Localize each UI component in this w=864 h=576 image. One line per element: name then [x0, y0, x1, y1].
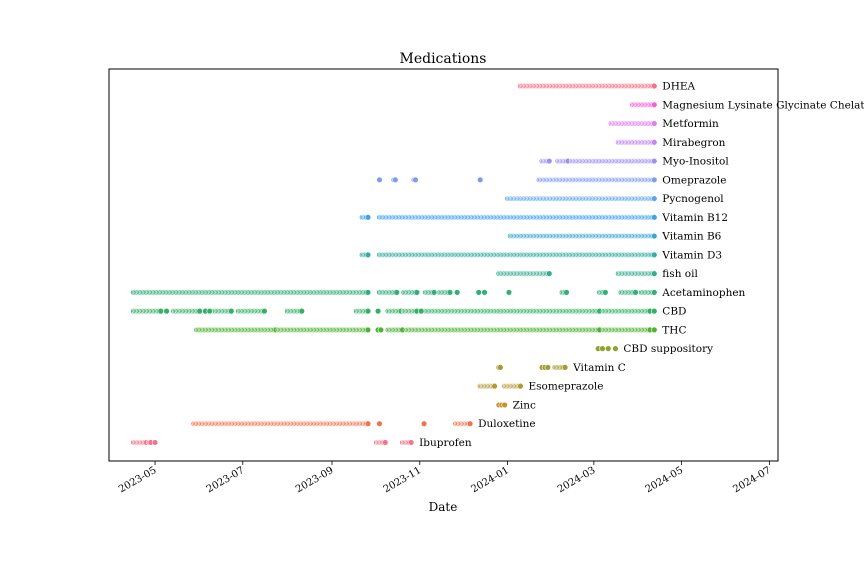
plot-area — [108, 68, 779, 462]
data-point-duloxetine — [376, 420, 383, 427]
data-point-thc — [364, 326, 372, 334]
series-label-acetaminophen: Acetaminophen — [661, 287, 745, 299]
series-label-myo-inositol: Myo-Inositol — [662, 156, 729, 168]
data-point-cbd — [163, 307, 170, 315]
data-point-ibuprofen — [382, 439, 389, 446]
data-point-vitamin-c — [561, 364, 569, 371]
series-label-dhea: DHEA — [662, 81, 695, 93]
data-point-omeprazole — [412, 176, 419, 184]
data-point-vitamin-b6 — [651, 232, 658, 240]
data-point-dhea — [651, 82, 658, 90]
chart-title: Medications — [400, 51, 487, 67]
data-point-omeprazole — [651, 176, 658, 184]
series-label-vitamin-b6: Vitamin B6 — [661, 231, 721, 243]
data-point-vitamin-b12 — [364, 214, 372, 221]
series-label-zinc: Zinc — [513, 399, 536, 411]
series-label-cbd: CBD — [662, 306, 686, 318]
data-point-mirabegron — [651, 139, 658, 146]
data-point-cbd — [418, 307, 425, 315]
data-point-duloxetine — [420, 420, 428, 427]
series-label-magnesium-lysinate-glycinate-chelat: Magnesium Lysinate Glycinate Chelat — [662, 99, 864, 111]
data-point-vitamin-c — [544, 364, 552, 371]
data-point-vitamin-b12 — [651, 214, 658, 221]
data-point-acetaminophen — [602, 289, 609, 296]
series-label-duloxetine: Duloxetine — [478, 418, 536, 430]
data-point-zinc — [501, 401, 508, 409]
data-point-acetaminophen — [364, 289, 372, 296]
data-point-acetaminophen — [453, 289, 461, 296]
data-point-cbd — [374, 307, 382, 315]
data-point-cbd — [364, 307, 372, 315]
data-point-acetaminophen — [475, 289, 482, 296]
data-point-ibuprofen — [151, 439, 159, 446]
data-point-pycnogenol — [651, 195, 658, 202]
data-point-omeprazole — [476, 176, 484, 184]
series-label-vitamin-d3: Vitamin D3 — [661, 249, 722, 261]
x-axis-label: Date — [429, 500, 458, 514]
data-point-cbd — [206, 307, 213, 315]
data-point-duloxetine — [364, 420, 372, 427]
data-point-acetaminophen — [481, 289, 488, 296]
data-point-omeprazole — [392, 176, 399, 184]
data-point-vitamin-d3 — [651, 251, 658, 259]
data-point-ibuprofen — [407, 439, 415, 446]
series-label-fish-oil: fish oil — [662, 268, 698, 280]
data-point-fish-oil — [651, 270, 658, 277]
data-point-metformin — [651, 120, 658, 127]
data-point-cbd-suppository — [612, 345, 619, 352]
data-point-cbd — [157, 307, 164, 315]
series-label-vitamin-c: Vitamin C — [572, 362, 626, 374]
data-point-cbd-suppository — [605, 345, 612, 352]
data-point-fish-oil — [546, 270, 553, 277]
series-label-pycnogenol: Pycnogenol — [662, 193, 724, 205]
data-point-cbd — [261, 307, 268, 315]
data-point-thc — [377, 326, 385, 334]
series-label-esomeprazole: Esomeprazole — [529, 381, 604, 393]
series-label-mirabegron: Mirabegron — [662, 137, 725, 149]
data-point-acetaminophen — [563, 289, 570, 296]
series-label-ibuprofen: Ibuprofen — [419, 437, 472, 449]
data-point-thc — [651, 326, 658, 334]
series-label-metformin: Metformin — [662, 118, 719, 130]
data-point-acetaminophen — [632, 289, 639, 296]
data-point-acetaminophen — [446, 289, 454, 296]
data-point-acetaminophen — [430, 289, 438, 296]
data-point-omeprazole — [376, 176, 383, 184]
data-point-esomeprazole — [517, 382, 524, 390]
data-point-cbd — [298, 307, 305, 315]
data-point-acetaminophen — [393, 289, 400, 296]
data-point-magnesium-lysinate-glycinate-chelat — [651, 101, 658, 108]
data-point-myo-inositol — [651, 157, 658, 165]
series-label-cbd-suppository: CBD suppository — [623, 343, 713, 355]
data-point-cbd — [196, 307, 203, 315]
series-label-vitamin-b12: Vitamin B12 — [661, 212, 728, 224]
series-label-omeprazole: Omeprazole — [662, 174, 726, 186]
data-point-duloxetine — [466, 420, 474, 427]
series-labels: DHEA Magnesium Lysinate Glycinate Chelat M… — [419, 81, 864, 449]
data-point-esomeprazole — [491, 382, 498, 390]
data-point-acetaminophen — [413, 289, 421, 296]
data-point-vitamin-d3 — [364, 251, 372, 259]
data-point-myo-inositol — [546, 157, 553, 165]
data-point-vitamin-c — [497, 364, 504, 371]
data-point-cbd-suppository — [599, 345, 606, 352]
series-label-thc: THC — [662, 324, 686, 336]
data-point-acetaminophen — [505, 289, 513, 296]
data-point-cbd — [228, 307, 235, 315]
data-point-acetaminophen — [651, 289, 658, 296]
data-marks — [130, 82, 658, 446]
data-point-cbd — [651, 307, 658, 315]
